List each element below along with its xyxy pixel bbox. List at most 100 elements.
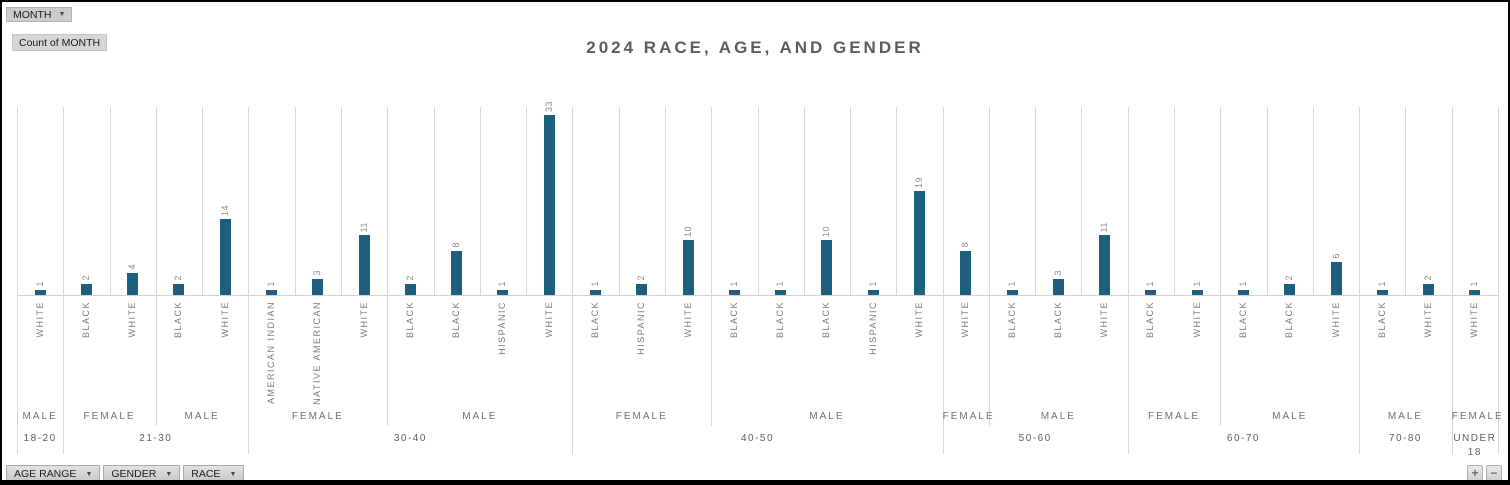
bar[interactable] [312,279,324,295]
race-tick-label-text: WHITE [682,301,693,338]
race-tick-label-text: BLACK [1237,301,1248,339]
bar-value-label: 1 [1237,281,1250,287]
race-tick-label-text: BLACK [80,301,91,339]
column-separator [480,107,481,295]
bar-value-label-text: 14 [219,204,230,216]
bar[interactable] [358,235,370,295]
month-field-pill[interactable]: MONTH ▼ [6,7,73,22]
column-separator [526,107,527,295]
bar-value-label-text: 6 [1330,253,1341,259]
bar-value-label-text: 11 [1099,221,1110,232]
column-separator [1128,107,1129,454]
race-tick-label-text: WHITE [1423,301,1434,338]
bar-value-label: 1 [867,281,880,287]
gender-group-label: FEMALE [1148,411,1201,422]
bar[interactable] [127,273,139,295]
race-tick-label-text: WHITE [960,301,971,338]
race-tick-label: WHITE [1191,301,1204,338]
chart-title: 2024 RACE, AGE, AND GENDER [586,38,924,57]
bar[interactable] [867,290,879,295]
gender-filter-button[interactable]: GENDER ▼ [103,465,181,480]
column-separator [1081,107,1082,295]
race-tick-label: WHITE [126,301,139,338]
bar[interactable] [219,219,231,295]
bar[interactable] [1145,290,1157,295]
bar[interactable] [682,240,694,295]
bar[interactable] [34,290,46,295]
bar-value-label: 8 [450,242,463,248]
age-range-filter-button[interactable]: AGE RANGE ▼ [6,465,101,480]
count-of-month-label: Count of MONTH [19,36,101,49]
bar[interactable] [451,251,463,295]
bar-value-label-text: 1 [1376,281,1387,287]
bar[interactable] [173,284,185,295]
bar[interactable] [1330,262,1342,295]
bar[interactable] [1237,290,1249,295]
bar[interactable] [1099,235,1111,295]
bar[interactable] [1376,290,1388,295]
race-tick-label-text: WHITE [1191,301,1202,338]
bar[interactable] [543,115,555,295]
bar-value-label: 1 [774,281,787,287]
race-tick-label: BLACK [728,301,741,338]
bar-value-label-text: 1 [590,281,601,287]
bar-value-label-text: 3 [312,270,323,276]
bar[interactable] [913,191,925,295]
column-separator [341,107,342,295]
bar[interactable] [1284,284,1296,295]
bar[interactable] [590,290,602,295]
bar[interactable] [1191,290,1203,295]
race-tick-label: WHITE [1468,301,1481,338]
age-group-label: 18-20 [23,433,57,444]
race-tick-label-text: WHITE [1330,301,1341,338]
race-filter-label: RACE [191,468,221,480]
bar-value-label: 1 [1376,281,1389,287]
bar[interactable] [404,284,416,295]
bar-value-label: 2 [1422,275,1435,281]
gender-group-label: MALE [22,411,58,422]
race-tick-label: WHITE [913,301,926,338]
race-tick-label-text: WHITE [358,301,369,338]
race-tick-label: BLACK [774,301,787,338]
bar[interactable] [636,284,648,295]
bar[interactable] [1423,284,1435,295]
bar[interactable] [497,290,509,295]
column-separator [758,107,759,295]
gender-group-label: FEMALE [942,411,995,422]
bar-value-label: 2 [172,275,185,281]
column-separator [619,107,620,295]
race-tick-label-text: BLACK [1145,301,1156,339]
bar[interactable] [1052,279,1064,295]
race-tick-label: WHITE [34,301,47,338]
bar[interactable] [821,240,833,295]
race-tick-label-text: HISPANIC [867,301,878,355]
bar[interactable] [80,284,92,295]
race-tick-label: BLACK [820,301,833,338]
bar[interactable] [1469,290,1481,295]
column-separator [1035,107,1036,295]
bar[interactable] [266,290,278,295]
bar-value-label-text: 1 [1191,281,1202,287]
bar-value-label-text: 10 [821,225,832,237]
zoom-in-button[interactable]: + [1467,465,1483,480]
chevron-down-icon: ▼ [165,470,173,478]
zoom-out-button[interactable]: − [1486,465,1502,480]
column-separator [434,107,435,295]
bar-value-label-text: 1 [775,281,786,287]
age-range-filter-label: AGE RANGE [14,468,77,480]
column-separator [295,107,296,295]
race-filter-button[interactable]: RACE ▼ [183,465,245,480]
race-tick-label: WHITE [219,301,232,338]
bar[interactable] [728,290,740,295]
race-tick-label-text: HISPANIC [636,301,647,355]
bar[interactable] [775,290,787,295]
race-tick-label: BLACK [1052,301,1065,338]
count-of-month-pill[interactable]: Count of MONTH [12,34,108,51]
bar[interactable] [960,251,972,295]
race-tick-label: WHITE [682,301,695,338]
bar-value-label: 2 [635,275,648,281]
bar-value-label: 33 [543,101,556,112]
gender-group-label: MALE [184,411,220,422]
bar[interactable] [1006,290,1018,295]
